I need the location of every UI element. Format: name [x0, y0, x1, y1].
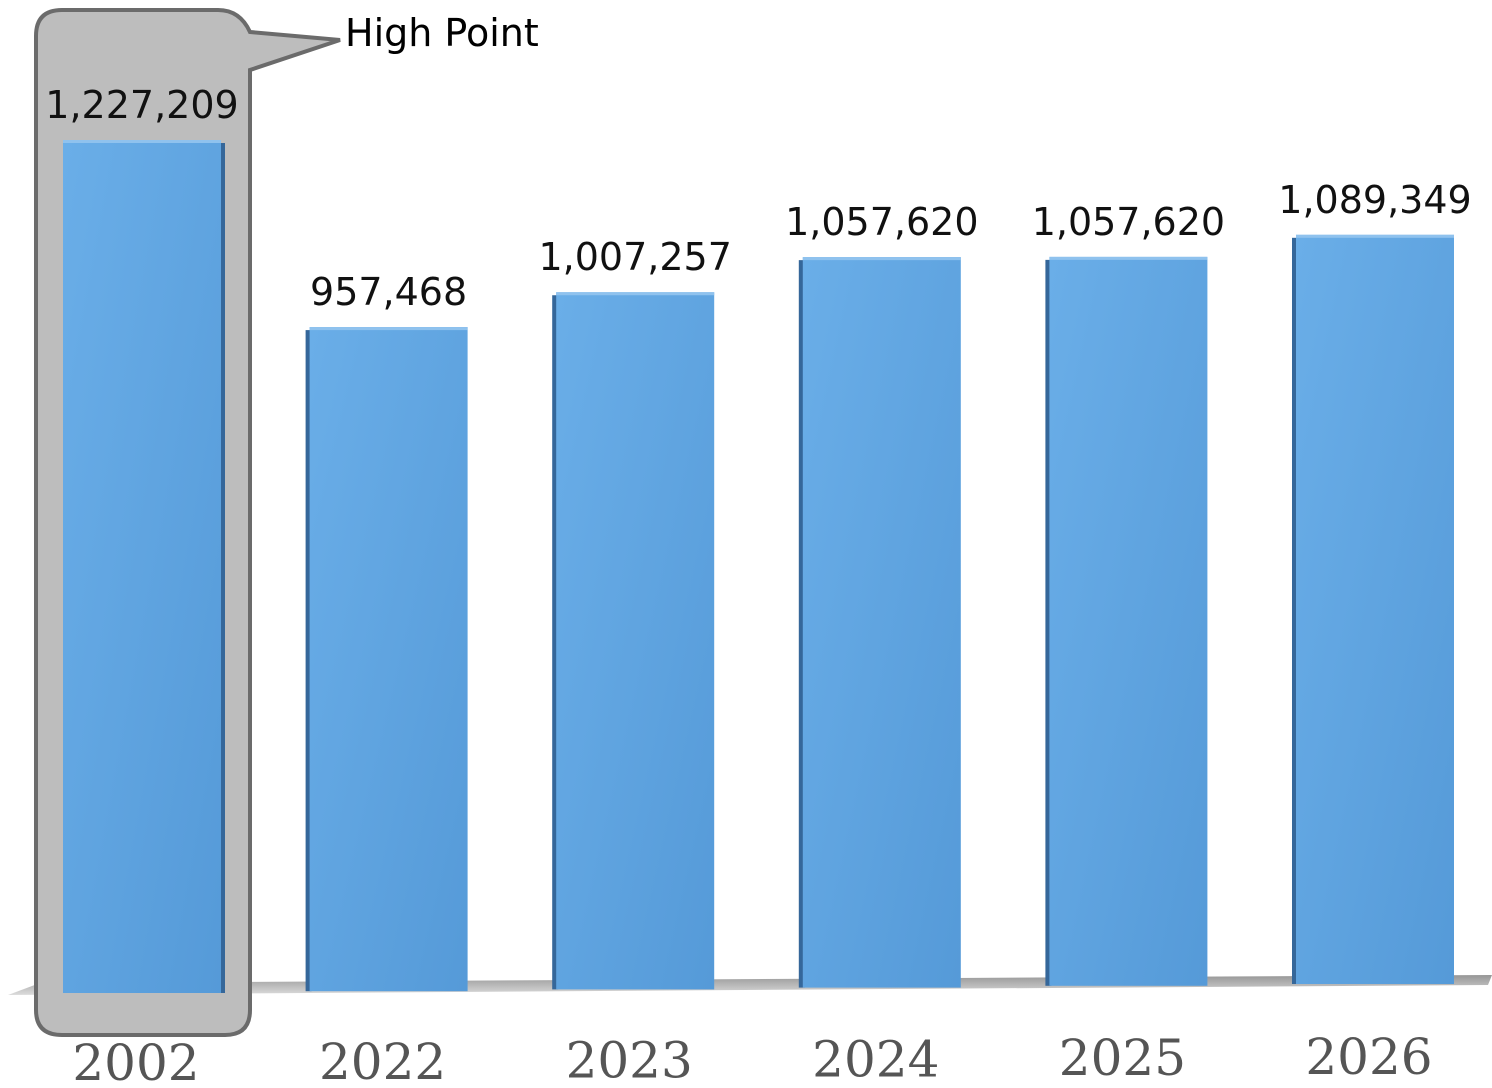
value-label-2024: 1,057,620: [785, 200, 978, 244]
category-label-2022: 2022: [319, 1033, 446, 1088]
value-label-2023: 1,007,257: [538, 235, 731, 279]
value-label-2022: 957,468: [310, 270, 467, 314]
bar-top-2002: [63, 140, 221, 143]
category-label-2024: 2024: [812, 1030, 939, 1088]
category-labels-group: 2002 2022 2023 2024 2025 2026: [72, 1028, 1432, 1088]
value-label-2025: 1,057,620: [1032, 200, 1225, 244]
value-labels-group: 1,227,209 957,468 1,007,257 1,057,620 1,057,…: [45, 83, 1471, 314]
bar-top-2025: [1049, 256, 1208, 260]
bar-side-2022: [305, 330, 312, 992]
bar-2002: [63, 140, 221, 993]
bar-2023: [556, 292, 715, 990]
bar-2022: [309, 327, 468, 992]
bar-top-2023: [556, 292, 715, 296]
value-label-2026: 1,089,349: [1278, 178, 1471, 222]
bar-2026: [1296, 234, 1454, 984]
bar-side-2025: [1045, 259, 1052, 986]
bar-side-2026: [1292, 237, 1298, 984]
bar-side-2024: [798, 260, 805, 988]
category-label-2025: 2025: [1059, 1029, 1186, 1087]
bar-top-2024: [802, 257, 961, 261]
bar-side-2023: [552, 295, 559, 990]
bar-side-2002: [219, 143, 225, 993]
value-label-2002: 1,227,209: [45, 83, 238, 127]
category-label-2002: 2002: [72, 1034, 199, 1088]
bar-top-2026: [1296, 234, 1454, 238]
bar-top-2022: [309, 327, 468, 331]
category-label-2026: 2026: [1305, 1028, 1432, 1086]
bar-2024: [802, 257, 961, 988]
bar-2025: [1049, 256, 1208, 986]
bars-group: [63, 140, 1454, 993]
high-point-callout-label: High Point: [345, 11, 539, 55]
category-label-2023: 2023: [566, 1032, 693, 1088]
